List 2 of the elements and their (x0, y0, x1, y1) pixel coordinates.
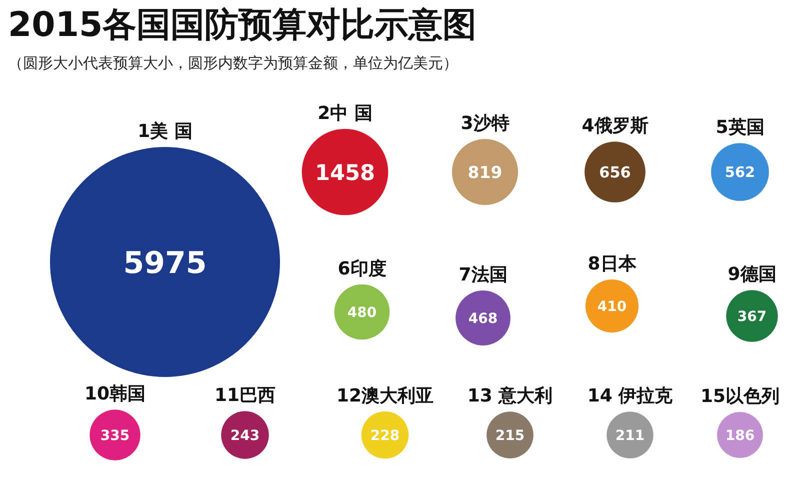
title: 2015各国国防预算对比示意图 (8, 5, 477, 45)
subtitle: （圆形大小代表预算大小，圆形内数字为预算金额，单位为亿美元） (8, 54, 458, 72)
